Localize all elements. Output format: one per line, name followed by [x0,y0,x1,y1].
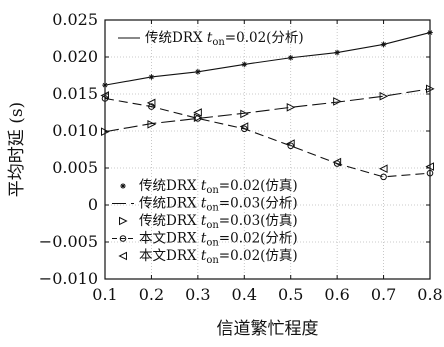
data-point [379,91,389,101]
x-tick-label: 0.6 [324,285,349,304]
legend-entry-1: 传统DRX ton=0.02(仿真) [120,178,298,196]
y-tick-label: 0.005 [52,158,98,177]
legend-marker [119,216,128,226]
x-tick-label: 0.7 [371,285,396,304]
data-point [378,164,388,174]
data-point [286,103,296,112]
data-point [147,120,157,129]
data-point [194,115,202,122]
axis-ticks: 0.1 0.2 0.3 0.4 0.5 0.6 0.7 0.8 −0.010 −0.005 0 0.0… [39,10,443,304]
y-tick-label: −0.010 [39,269,98,288]
data-point [193,108,202,117]
data-point [195,69,201,75]
legend-entry-0: 传统DRX ton=0.02(分析) [118,30,304,48]
legend-marker [118,251,127,261]
legend-entry-5: 本文DRX ton=0.02(仿真) [118,248,298,266]
plot-frame [104,19,431,280]
x-tick-label: 0.8 [417,285,442,304]
y-tick-label: 0 [88,195,98,214]
legend-label: 传统DRX ton=0.03(仿真) [139,213,298,231]
series-line [104,32,431,86]
data-point [287,54,294,61]
x-tick-label: 0.5 [278,285,303,304]
legend-top: 传统DRX ton=0.02(分析) [118,30,304,48]
x-tick-label: 0.4 [232,285,257,304]
y-tick-label: 0.020 [52,47,98,66]
data-point [334,49,340,56]
y-axis-title: 平均时延 (s) [7,102,27,197]
x-tick-label: 0.3 [185,285,210,304]
legend-label: 本文DRX ton=0.02(分析) [139,231,298,249]
legend-entry-4: 本文DRX ton=0.02(分析) [112,231,298,249]
data-point [380,41,387,48]
y-tick-label: 0.015 [52,84,98,103]
data-point [241,61,248,68]
legend-label: 传统DRX ton=0.02(分析) [145,30,304,48]
legend-entry-3: 传统DRX ton=0.03(仿真) [119,213,298,231]
legend-label: 传统DRX ton=0.03(分析) [139,196,298,214]
legend-marker [120,183,126,189]
legend-entry-2: 传统DRX ton=0.03(分析) [112,196,298,214]
x-axis-title: 信道繁忙程度 [217,319,319,339]
y-tick-label: 0.025 [52,10,98,29]
data-point [240,109,249,119]
grid [105,20,430,279]
series-2 [104,88,431,133]
series-line [104,88,431,133]
data-point [333,97,342,106]
data-point [240,125,248,133]
data-point [380,173,387,181]
data-point [148,74,155,80]
data-point [239,122,249,131]
data-point [332,157,342,167]
y-tick-label: −0.005 [39,232,98,251]
legend-marker [119,235,127,242]
x-tick-label: 0.2 [139,285,164,304]
data-point [287,142,295,150]
series-line [104,97,431,178]
series-0 [104,32,431,86]
legend-bottom: 传统DRX ton=0.02(仿真)传统DRX ton=0.03(分析)传统DR… [112,178,298,266]
data-point [146,98,156,108]
legend-label: 传统DRX ton=0.02(仿真) [139,178,298,196]
data-point [286,139,295,148]
x-tick-label: 0.1 [92,285,117,304]
legend-label: 本文DRX ton=0.02(仿真) [139,248,298,266]
y-tick-label: 0.010 [52,121,98,140]
